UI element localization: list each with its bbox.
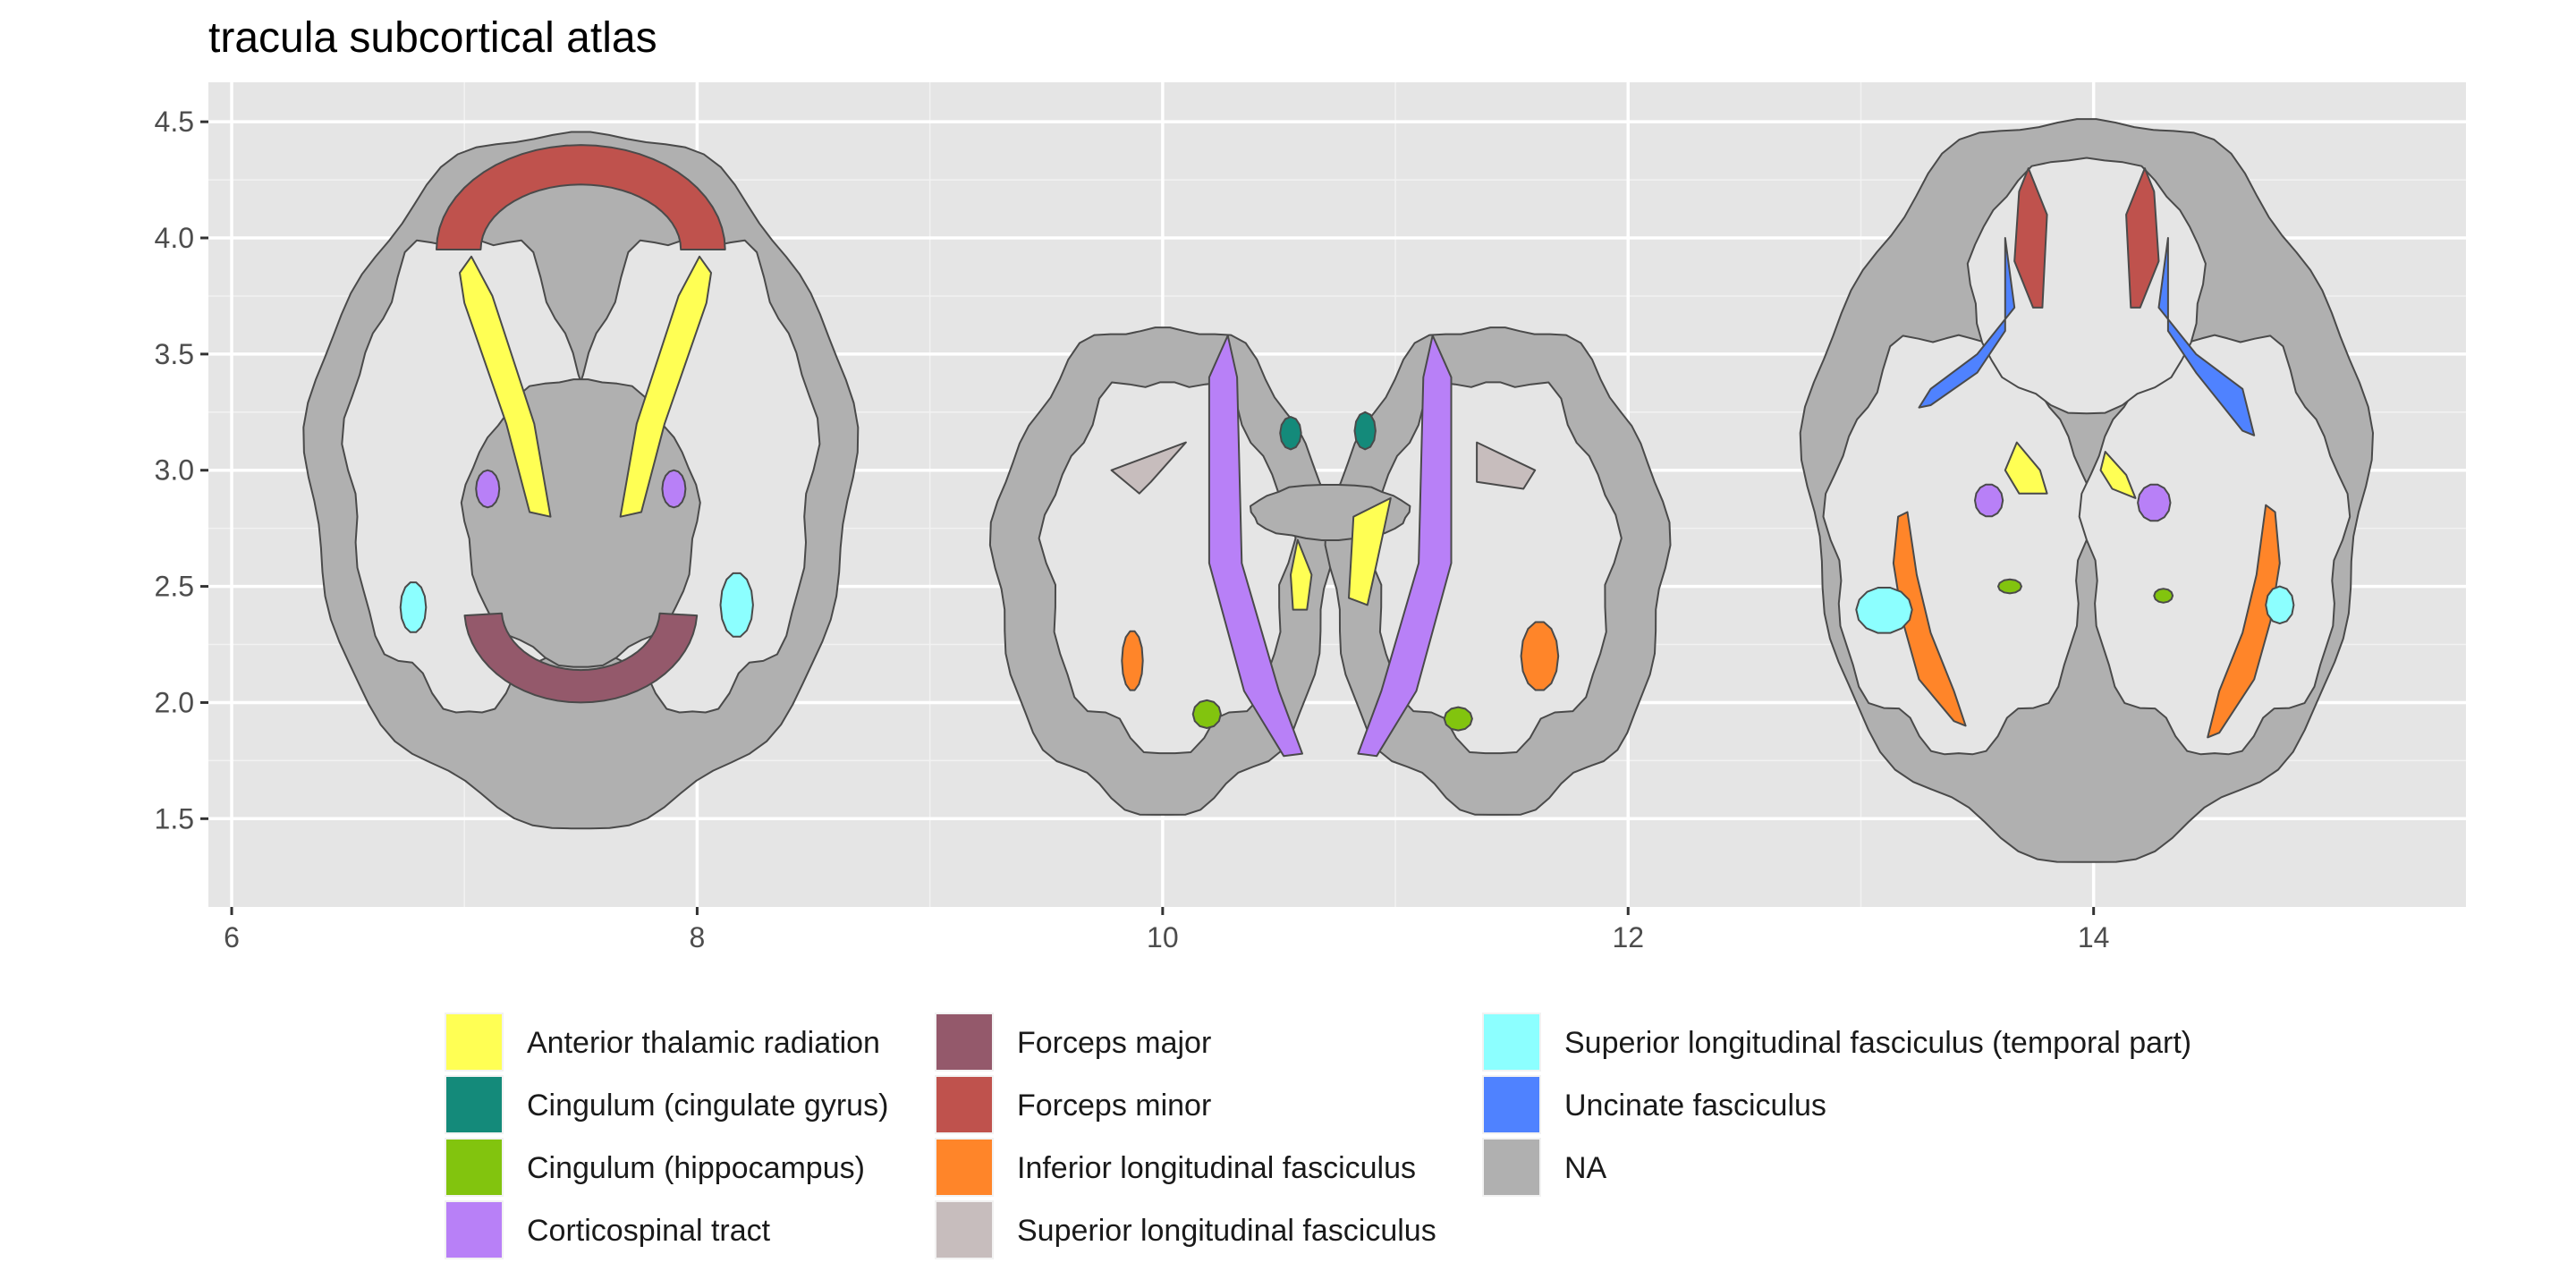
y-tick-label: 4.0 bbox=[155, 222, 194, 254]
legend-swatch bbox=[446, 1077, 502, 1132]
ilf-coronal-left bbox=[1121, 630, 1144, 691]
legend-swatch bbox=[1484, 1077, 1539, 1132]
corticospinal-tract-left bbox=[1208, 335, 1303, 758]
x-tick-label: 6 bbox=[224, 921, 240, 953]
anterior-thalamic-radiation-left bbox=[2004, 441, 2048, 495]
legend-label: Superior longitudinal fasciculus bbox=[1017, 1214, 1436, 1248]
corticospinal-tract-left bbox=[475, 469, 501, 509]
legend-swatch bbox=[936, 1202, 992, 1258]
x-tick-label: 10 bbox=[1147, 921, 1179, 953]
legend-swatch bbox=[446, 1202, 502, 1258]
cingulum-cingulate-left bbox=[1279, 416, 1302, 451]
ilf-axial-left bbox=[1892, 511, 1967, 727]
brain-slices bbox=[302, 118, 2374, 863]
corticospinal-tract-right bbox=[661, 469, 687, 509]
anterior-thalamic-radiation-right bbox=[2099, 451, 2137, 499]
legend-swatch bbox=[936, 1014, 992, 1070]
ilf-axial-right bbox=[2207, 504, 2281, 739]
forceps-major-axial bbox=[463, 612, 699, 704]
sulcal-space bbox=[2078, 334, 2351, 756]
legend-swatch bbox=[446, 1014, 502, 1070]
corticospinal-tract-left bbox=[1974, 483, 2004, 518]
forceps-minor-right bbox=[2125, 167, 2160, 309]
slf-temporal-left bbox=[1855, 587, 1913, 634]
anterior-thalamic-radiation-right bbox=[1348, 496, 1392, 606]
legend-label: Superior longitudinal fasciculus (tempor… bbox=[1564, 1026, 2191, 1060]
uncinate-fasciculus-right bbox=[2157, 237, 2256, 436]
y-tick-label: 2.0 bbox=[155, 686, 194, 718]
x-tick-label: 14 bbox=[2078, 921, 2110, 953]
legend-label: Uncinate fasciculus bbox=[1564, 1089, 1826, 1123]
uncinate-fasciculus-left bbox=[1918, 237, 2016, 409]
legend-swatch bbox=[936, 1140, 992, 1195]
cingulum-cingulate-right bbox=[1353, 411, 1377, 451]
legend-swatch bbox=[936, 1077, 992, 1132]
legend-label: Cingulum (hippocampus) bbox=[527, 1151, 865, 1185]
anterior-thalamic-radiation-left bbox=[1290, 538, 1313, 611]
slf-coronal-right bbox=[1476, 441, 1537, 490]
legend-label: Forceps minor bbox=[1017, 1089, 1211, 1123]
chart-title: tracula subcortical atlas bbox=[208, 14, 657, 62]
y-tick-label: 3.5 bbox=[155, 338, 194, 370]
legend-label: NA bbox=[1564, 1151, 1607, 1185]
anterior-thalamic-radiation-left bbox=[459, 255, 552, 518]
y-tick-label: 3.0 bbox=[155, 454, 194, 487]
legend-swatch bbox=[1484, 1140, 1539, 1195]
slf-coronal-left bbox=[1110, 441, 1187, 495]
cingulum-hippocampus-left bbox=[1191, 699, 1222, 729]
ilf-coronal-right bbox=[1520, 621, 1560, 691]
legend: Anterior thalamic radiation Cingulum (cin… bbox=[445, 1013, 2191, 1259]
cingulum-hippocampus-left bbox=[1997, 578, 2022, 595]
slf-temporal-right bbox=[2265, 585, 2295, 625]
legend-swatch bbox=[1484, 1014, 1539, 1070]
y-tick-label: 1.5 bbox=[155, 802, 194, 835]
y-tick-label: 4.5 bbox=[155, 106, 194, 138]
legend-swatch bbox=[446, 1140, 502, 1195]
slf-temporal-right bbox=[719, 572, 754, 638]
x-tick-label: 12 bbox=[1612, 921, 1644, 953]
cingulum-hippocampus-right bbox=[2153, 588, 2174, 604]
forceps-minor-left bbox=[2013, 167, 2048, 309]
axes: 6 8 10 12 14 1.5 2.0 2.5 3.0 3.5 4.0 4.5 bbox=[155, 106, 2110, 953]
legend-label: Cingulum (cingulate gyrus) bbox=[527, 1089, 888, 1123]
x-tick-label: 8 bbox=[690, 921, 706, 953]
corticospinal-tract-right bbox=[2137, 483, 2172, 522]
corticospinal-tract-right bbox=[1357, 335, 1453, 758]
anterior-thalamic-radiation-right bbox=[619, 255, 712, 518]
legend-label: Corticospinal tract bbox=[527, 1214, 771, 1248]
legend-label: Inferior longitudinal fasciculus bbox=[1017, 1151, 1416, 1185]
y-tick-label: 2.5 bbox=[155, 571, 194, 603]
cingulum-hippocampus-right bbox=[1443, 706, 1473, 732]
slf-temporal-left bbox=[399, 581, 428, 633]
legend-label: Forceps major bbox=[1017, 1026, 1211, 1060]
forceps-minor-axial bbox=[436, 144, 726, 250]
legend-label: Anterior thalamic radiation bbox=[527, 1026, 880, 1060]
